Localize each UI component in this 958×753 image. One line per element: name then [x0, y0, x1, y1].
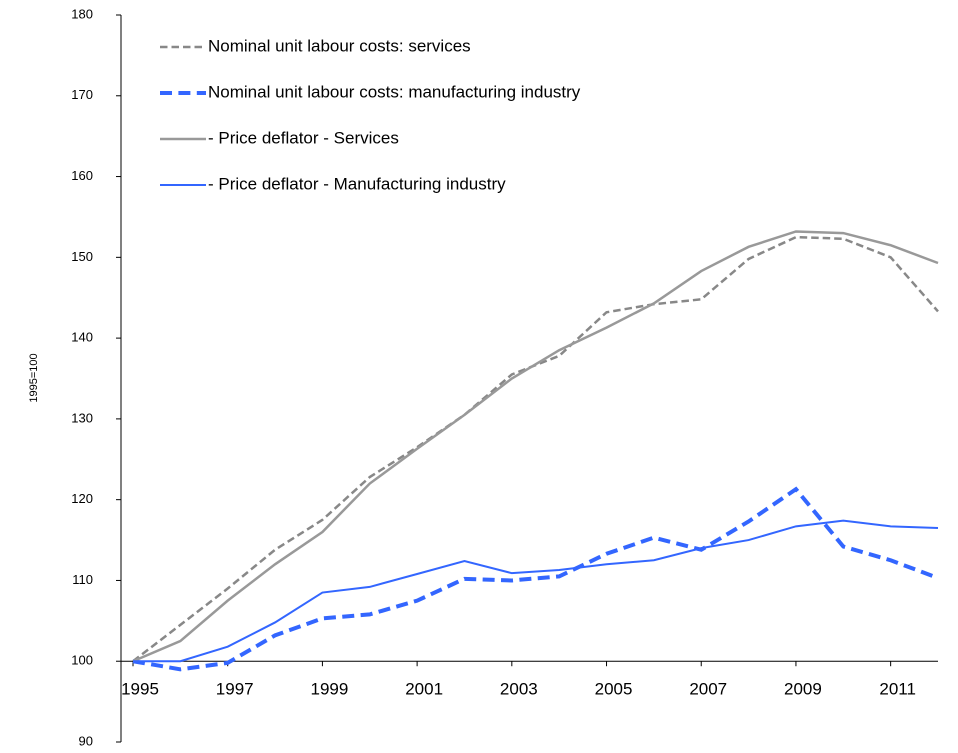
y-tick-label: 180	[71, 6, 93, 21]
series-line	[132, 486, 939, 672]
legend-label: - Price deflator - Services	[208, 128, 399, 147]
x-tick-label: 1999	[310, 680, 348, 699]
legend-label: - Price deflator - Manufacturing industr…	[208, 174, 506, 193]
y-tick-label: 120	[71, 491, 93, 506]
y-tick-label: 150	[71, 249, 93, 264]
series-line	[132, 230, 939, 663]
y-tick-label: 140	[71, 330, 93, 345]
x-tick-label: 1997	[216, 680, 254, 699]
x-tick-label: 1995	[121, 680, 159, 699]
x-tick-label: 2007	[689, 680, 727, 699]
x-tick-label: 2009	[784, 680, 822, 699]
x-tick-label: 2011	[879, 680, 916, 699]
series-line	[132, 235, 939, 663]
y-tick-label: 100	[71, 653, 93, 668]
x-tick-label: 2005	[595, 680, 633, 699]
x-tick-label: 2003	[500, 680, 538, 699]
series-line	[133, 519, 939, 663]
y-tick-label: 160	[71, 168, 93, 183]
y-tick-label: 130	[71, 410, 93, 425]
y-tick-label: 110	[72, 572, 93, 587]
legend-label: Nominal unit labour costs: manufacturing…	[208, 82, 581, 101]
y-tick-label: 170	[71, 87, 93, 102]
y-tick-label: 90	[79, 733, 93, 748]
x-tick-label: 2001	[405, 680, 443, 699]
y-axis-label: 1995=100	[28, 353, 40, 402]
legend-label: Nominal unit labour costs: services	[208, 36, 471, 55]
